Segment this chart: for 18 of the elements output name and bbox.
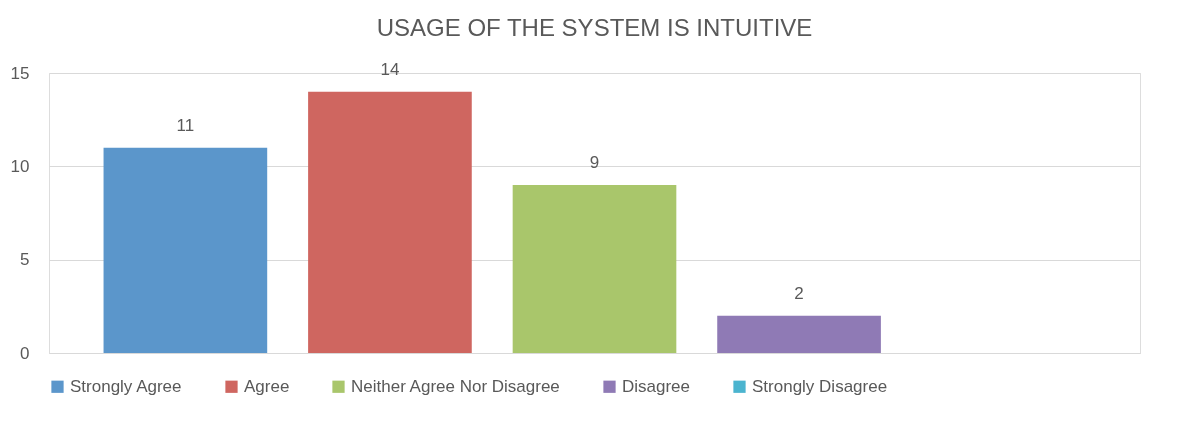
legend-label: Strongly Agree (70, 376, 182, 396)
data-label: 9 (589, 153, 600, 172)
legend-label: Disagree (622, 376, 691, 396)
chart-title: USAGE OF THE SYSTEM IS INTUITIVE (376, 13, 813, 41)
legend-label: Agree (244, 376, 290, 396)
bar (103, 147, 268, 353)
bar (512, 185, 677, 353)
y-tick-label: 0 (20, 343, 30, 363)
y-tick-label: 5 (20, 250, 30, 270)
y-tick-label: 15 (10, 63, 30, 83)
legend-label: Neither Agree Nor Disagree (351, 376, 560, 396)
bar (717, 315, 881, 353)
data-label: 14 (380, 59, 400, 79)
legend-label: Strongly Disagree (752, 376, 888, 396)
bar (308, 91, 472, 353)
data-label: 2 (794, 283, 804, 303)
data-label: 11 (176, 115, 195, 135)
y-tick-label: 10 (10, 156, 30, 176)
